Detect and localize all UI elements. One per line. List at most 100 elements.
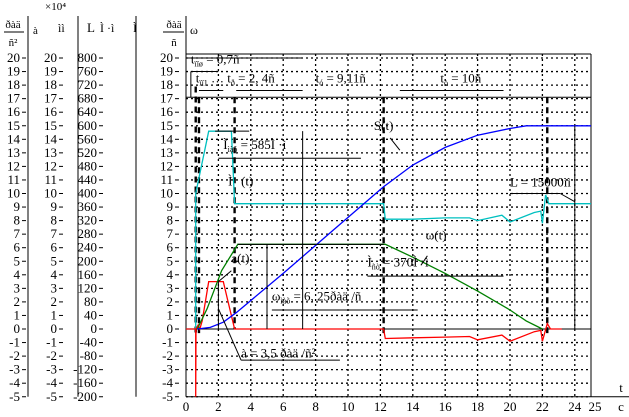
- y-tick-label: 7: [14, 226, 21, 241]
- x-tick-label: 6: [280, 399, 287, 414]
- leader-line: [559, 193, 576, 203]
- y-tick-label: 480: [78, 158, 98, 173]
- x-tick-label: 16: [439, 399, 453, 414]
- y-tick-label: -1: [162, 335, 173, 350]
- y-tick-label: 17: [44, 91, 58, 106]
- y-tick-label: 20: [160, 50, 173, 65]
- label-a-t: a(t): [231, 251, 249, 266]
- y-tick-label: 2: [167, 294, 174, 309]
- x-axis-label: t: [619, 380, 623, 395]
- y-tick-label: 10: [7, 186, 20, 201]
- x-tick-label: 20: [504, 399, 517, 414]
- y-tick-label: 16: [7, 104, 21, 119]
- y-axis-multiplier: ×10⁴: [45, 1, 66, 13]
- y-tick-label: 40: [84, 307, 97, 322]
- y-tick-label: -3: [46, 362, 57, 377]
- y-tick-label: 240: [78, 240, 98, 255]
- y-tick-label: 17: [7, 91, 21, 106]
- y-tick-label: -2: [162, 348, 173, 363]
- y-tick-label: 13: [7, 145, 20, 160]
- y-tick-label: 16: [160, 104, 174, 119]
- y-tick-label: -80: [80, 348, 97, 363]
- y-tick-label: 20: [7, 50, 20, 65]
- y-tick-label: 12: [160, 158, 173, 173]
- y-tick-label: 560: [78, 131, 98, 146]
- y-tick-label: -40: [80, 335, 97, 350]
- y-tick-label: 4: [51, 267, 58, 282]
- y-tick-label: -3: [162, 362, 173, 377]
- y-axis-unit-den: ñ²: [9, 37, 19, 49]
- leader-line: [217, 308, 242, 361]
- y-tick-label: 18: [160, 77, 173, 92]
- label-i-t: Ì: [228, 173, 232, 188]
- annotation-t-pusk: tïïø = 0,7ñ: [191, 51, 240, 68]
- x-axis-unit: c: [618, 399, 624, 414]
- y-tick-label: 0: [167, 321, 174, 336]
- y-tick-label: 0: [91, 321, 98, 336]
- y-tick-label: 120: [78, 280, 98, 295]
- y-tick-label: 600: [78, 118, 98, 133]
- x-tick-label: 25: [589, 399, 602, 414]
- y-tick-label: -2: [9, 348, 20, 363]
- y-tick-label: 20: [44, 50, 57, 65]
- leader-line: [420, 255, 428, 266]
- y-tick-label: 13: [44, 145, 57, 160]
- y-tick-label: -3: [9, 362, 20, 377]
- y-tick-label: 360: [78, 199, 98, 214]
- y-tick-label: 320: [78, 213, 98, 228]
- x-tick-label: 14: [406, 399, 420, 414]
- y-tick-label: 760: [78, 64, 98, 79]
- y-tick-label: 9: [167, 199, 174, 214]
- annotation-i-max: Ììàõ = 585Ì ·ì: [223, 137, 286, 154]
- y-tick-label: 3: [167, 280, 174, 295]
- x-tick-label: 4: [248, 399, 255, 414]
- y-tick-label: 8: [167, 213, 174, 228]
- y-tick-label: 19: [44, 64, 57, 79]
- y-tick-label: 14: [7, 131, 21, 146]
- y-tick-label: -120: [73, 362, 97, 377]
- y-tick-label: 15: [44, 118, 57, 133]
- x-tick-label: 18: [471, 399, 484, 414]
- y-tick-label: 12: [7, 158, 20, 173]
- label-w-t: ω(t): [426, 228, 447, 243]
- y-tick-label: -4: [46, 375, 57, 390]
- y-tick-label: 0: [14, 321, 21, 336]
- y-tick-label: 16: [44, 104, 58, 119]
- y-tick-label: 5: [167, 253, 174, 268]
- y-tick-label: 1: [14, 307, 21, 322]
- y-tick-label: 10: [44, 186, 57, 201]
- annotation-L: L = 15000ìì: [510, 175, 571, 190]
- x-tick-label: 12: [374, 399, 387, 414]
- y-tick-label: 14: [44, 131, 58, 146]
- y-tick-label: -2: [46, 348, 57, 363]
- y-tick-label: 1: [167, 307, 174, 322]
- y-tick-label: 3: [51, 280, 58, 295]
- y-tick-label: -1: [9, 335, 20, 350]
- y-tick-label: -5: [9, 389, 20, 404]
- y-tick-label: -160: [73, 375, 97, 390]
- y-tick-label: 1: [51, 307, 58, 322]
- y-tick-label: 18: [7, 77, 20, 92]
- y-tick-label: 17: [160, 91, 174, 106]
- y-tick-label: 4: [167, 267, 174, 282]
- y-tick-label: 720: [78, 77, 98, 92]
- y-tick-label: 680: [78, 91, 98, 106]
- x-tick-label: 0: [183, 399, 190, 414]
- y-tick-label: 640: [78, 104, 98, 119]
- annotation-tt: tò = 10ñ: [440, 70, 481, 87]
- annotation-tu: tó = 9,11ñ: [316, 70, 367, 87]
- y-tick-label: 0: [51, 321, 58, 336]
- y-tick-label: 520: [78, 145, 98, 160]
- y-tick-label: 2: [14, 294, 21, 309]
- y-tick-label: 80: [84, 294, 97, 309]
- y-tick-label: 13: [160, 145, 173, 160]
- y-tick-label: 3: [14, 280, 21, 295]
- y-axis-label: à: [33, 25, 38, 37]
- y-tick-label: -4: [9, 375, 20, 390]
- y-axis-label: ìì: [58, 21, 65, 35]
- label-i-t-arg: (t): [241, 173, 253, 188]
- y-tick-label: 11: [7, 172, 20, 187]
- y-tick-label: 19: [7, 64, 20, 79]
- label-s-t: S(t): [374, 118, 394, 133]
